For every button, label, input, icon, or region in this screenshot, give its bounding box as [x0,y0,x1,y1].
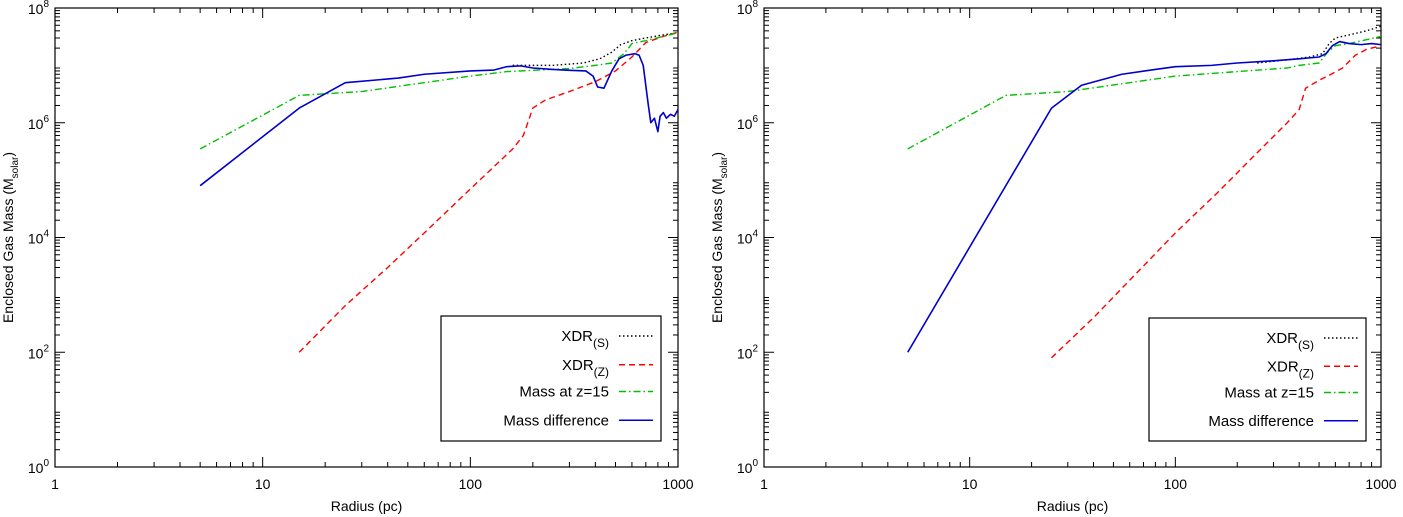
chart-1-legend-label-sub: (Z) [1299,366,1314,380]
chart-0-legend-label: Mass at z=15 [519,384,609,401]
chart-0-series-mass-difference-line [199,52,678,187]
chart-0-y-tick-label: 102 [28,343,50,361]
chart-1-legend-label: XDR(S) [1266,330,1314,352]
chart-1-y-tick-label: 104 [737,229,759,247]
chart-0-legend-label: XDR(Z) [562,357,609,379]
chart-1-x-tick-label: 100 [1164,476,1188,492]
chart-0-y-tick-label: 106 [28,114,50,132]
chart-1-y-tick-label: 106 [737,114,759,132]
chart-0-x-tick-label: 10 [255,476,271,492]
chart-0-y-axis-label-close: ) [0,152,16,157]
chart-0-y-tick-exponent: 0 [43,458,49,469]
chart-1-y-tick-exponent: 2 [752,343,758,354]
chart-1-legend-label: Mass at z=15 [1224,385,1314,402]
chart-1-y-tick-base: 10 [737,345,753,361]
chart-1-series-xdr-z-line [1051,45,1381,359]
chart-1-series-mass-difference-line [907,40,1381,353]
chart-1-y-tick-exponent: 0 [752,458,758,469]
chart-0-series-xdr-z-line [298,31,678,353]
chart-1-y-tick-label: 100 [737,458,759,476]
chart-0-y-tick-base: 10 [28,1,44,17]
chart-0-x-axis-label: Radius (pc) [331,498,403,514]
chart-1-y-tick-label: 102 [737,343,759,361]
chart-0-x-tick-label: 1000 [662,476,693,492]
chart-0-y-axis-label: Enclosed Gas Mass (Msolar) [0,152,21,323]
chart-1-y-tick-exponent: 6 [752,114,758,125]
chart-1-y-tick-base: 10 [737,1,753,17]
chart-1-legend-label-name: Mass difference [1208,413,1314,430]
chart-1-y-tick-base: 10 [737,116,753,132]
chart-1-x-tick-label: 1 [760,476,768,492]
chart-0-y-tick-base: 10 [28,231,44,247]
chart-0-x-tick-label: 1 [51,476,59,492]
chart-0-x-tick-label: 100 [459,476,483,492]
chart-1-legend-label: Mass difference [1208,413,1314,430]
chart-1-x-tick-label: 10 [962,476,978,492]
chart-0-legend-label-sub: (S) [593,336,609,350]
chart-0-series-xdr-s-line [512,32,678,67]
chart-1-y-axis-label-main: Enclosed Gas Mass (M [709,178,725,323]
chart-0-y-tick-exponent: 4 [43,229,49,240]
chart-1-legend-label-name: Mass at z=15 [1224,385,1314,402]
chart-1-legend-label-name: XDR [1266,330,1298,347]
chart-1-y-axis-label: Enclosed Gas Mass (Msolar) [709,152,730,323]
chart-1-y-tick-base: 10 [737,460,753,476]
chart-1-y-axis-label-sub: solar [719,156,730,178]
chart-1-y-tick-exponent: 4 [752,229,758,240]
chart-1-y-tick-label: 108 [737,0,759,17]
chart-1-legend-label-name: XDR [1267,358,1299,375]
chart-0-y-axis-label-main: Enclosed Gas Mass (M [0,178,16,323]
chart-0-y-tick-label: 100 [28,458,50,476]
chart-0-y-tick-exponent: 6 [43,114,49,125]
chart-1-legend-label-sub: (S) [1298,338,1314,352]
chart-0-y-axis-label-sub: solar [10,156,21,178]
chart-1-series-xdr-s-line [1257,25,1381,64]
chart-0-legend-label: Mass difference [503,412,609,429]
chart-0-y-tick-label: 104 [28,229,50,247]
chart-1-series-mass-at-z-15-line [907,35,1381,150]
chart-0-legend-label-name: XDR [561,328,593,345]
chart-1-x-tick-label: 1000 [1365,476,1396,492]
chart-0-series-mass-at-z-15-line [199,32,678,150]
chart-1-x-axis-label: Radius (pc) [1037,498,1109,514]
chart-1-y-axis-label-close: ) [709,152,725,157]
chart-0-y-tick-base: 10 [28,460,44,476]
chart-0-legend-label-sub: (Z) [594,365,609,379]
chart-0-y-tick-exponent: 8 [43,0,49,10]
chart-0-y-tick-label: 108 [28,0,50,17]
chart-0-y-tick-base: 10 [28,116,44,132]
chart-0-legend-label: XDR(S) [561,328,609,350]
chart-0-y-tick-exponent: 2 [43,343,49,354]
chart-0-legend-label-name: Mass difference [503,412,609,429]
chart-1-y-tick-exponent: 8 [752,0,758,10]
chart-1-legend-label: XDR(Z) [1267,358,1314,380]
chart-0-y-tick-base: 10 [28,345,44,361]
chart-0-legend-label-name: XDR [562,357,594,374]
chart-1-y-tick-base: 10 [737,231,753,247]
chart-0-legend-label-name: Mass at z=15 [519,384,609,401]
